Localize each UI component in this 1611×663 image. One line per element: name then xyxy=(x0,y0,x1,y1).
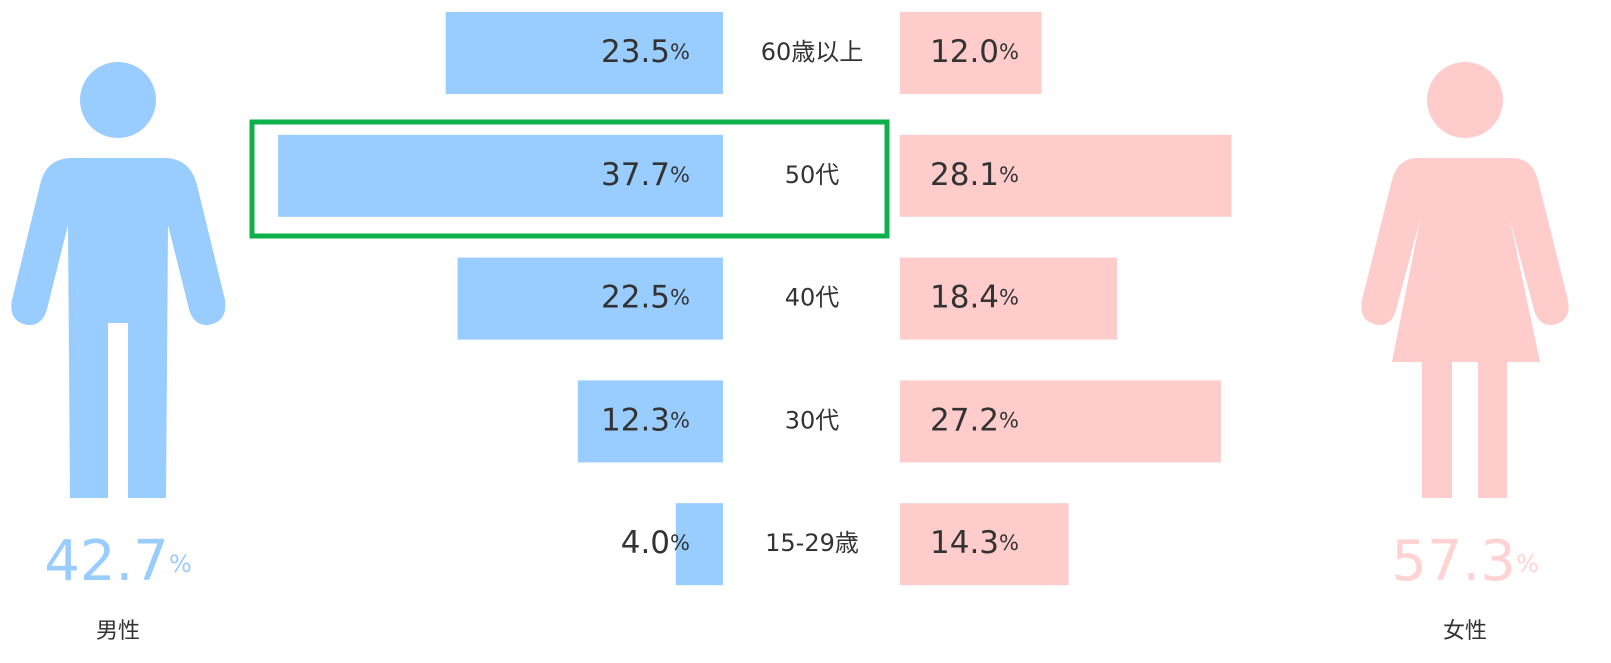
category-label: 60歳以上 xyxy=(761,38,864,66)
value-label: 12.3% xyxy=(601,402,690,438)
total-label: 42.7% xyxy=(44,529,192,594)
value-number: 12.3 xyxy=(601,402,670,438)
total-unit: % xyxy=(1516,550,1539,578)
category-label: 15-29歳 xyxy=(765,529,859,557)
bar xyxy=(577,380,723,463)
value-unit: % xyxy=(670,286,690,310)
value-unit: % xyxy=(999,163,1019,187)
value-number: 28.1 xyxy=(930,156,999,192)
value-number: 14.3 xyxy=(930,525,999,561)
value-number: 27.2 xyxy=(930,402,999,438)
legend-label: 女性 xyxy=(1443,619,1487,644)
value-unit: % xyxy=(999,286,1019,310)
female-icon xyxy=(1361,62,1569,498)
value-number: 22.5 xyxy=(601,279,670,315)
bar xyxy=(900,380,1221,463)
total-number: 42.7 xyxy=(44,529,169,594)
highlight-box xyxy=(249,119,890,239)
value-label: 37.7% xyxy=(601,156,690,192)
value-unit: % xyxy=(670,40,690,64)
bar xyxy=(278,134,723,217)
value-unit: % xyxy=(999,531,1019,555)
legend-label: 男性 xyxy=(96,619,140,644)
value-number: 4.0 xyxy=(621,525,670,561)
total-unit: % xyxy=(169,550,192,578)
value-label: 14.3% xyxy=(930,525,1019,561)
bar xyxy=(675,503,723,586)
value-label: 23.5% xyxy=(601,34,690,70)
value-label: 28.1% xyxy=(930,156,1019,192)
value-unit: % xyxy=(670,163,690,187)
bar xyxy=(900,12,1042,94)
category-label: 30代 xyxy=(785,406,840,434)
value-number: 12.0 xyxy=(930,34,999,70)
bar xyxy=(900,134,1232,217)
value-number: 18.4 xyxy=(930,279,999,315)
value-label: 18.4% xyxy=(930,279,1019,315)
value-unit: % xyxy=(670,531,690,555)
value-label: 27.2% xyxy=(930,402,1019,438)
value-label: 4.0% xyxy=(621,525,690,561)
category-label: 50代 xyxy=(785,161,840,189)
category-label: 40代 xyxy=(785,284,840,312)
bar xyxy=(900,257,1118,340)
value-unit: % xyxy=(999,408,1019,432)
bar xyxy=(445,12,723,94)
bar xyxy=(457,257,723,340)
value-label: 12.0% xyxy=(930,34,1019,70)
total-label: 57.3% xyxy=(1391,529,1539,594)
value-unit: % xyxy=(670,408,690,432)
value-number: 23.5 xyxy=(601,34,670,70)
total-number: 57.3 xyxy=(1391,529,1516,594)
value-number: 37.7 xyxy=(601,156,670,192)
value-unit: % xyxy=(999,40,1019,64)
male-icon xyxy=(11,62,226,498)
bar xyxy=(900,503,1069,586)
value-label: 22.5% xyxy=(601,279,690,315)
